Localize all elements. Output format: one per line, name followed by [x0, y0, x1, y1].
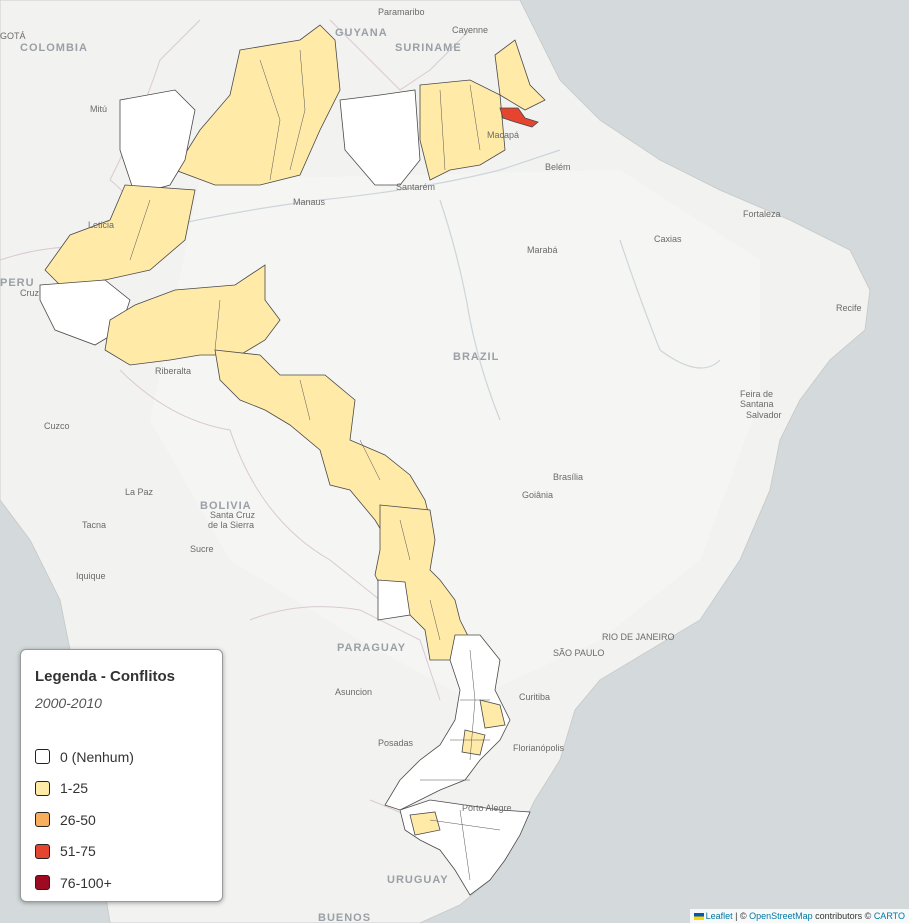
label-cuzco: Cuzco — [44, 421, 70, 431]
label-ribeiralta: Riberalta — [155, 366, 191, 376]
carto-link[interactable]: CARTO — [873, 911, 905, 921]
legend-label: 51-75 — [60, 843, 96, 860]
ukraine-flag-icon — [693, 913, 704, 921]
region-south-yellow-2[interactable] — [461, 729, 486, 756]
legend-item-3: 51-75 — [35, 836, 208, 868]
label-caxias: Caxias — [654, 234, 682, 244]
label-rio: RIO DE JANEIRO — [602, 632, 675, 642]
label-paramaribo: Paramaribo — [378, 7, 425, 17]
label-colombia: COLOMBIA — [20, 42, 88, 54]
region-south-mosaic[interactable] — [384, 634, 511, 811]
label-manaus: Manaus — [293, 197, 326, 207]
legend-panel: Legenda - Conflitos 2000-2010 0 (Nenhum)… — [20, 649, 223, 902]
label-guyana: GUYANA — [335, 27, 388, 39]
legend-item-4: 76-100+ — [35, 867, 208, 899]
map-attribution: Leaflet | © OpenStreetMap contributors ©… — [689, 909, 909, 923]
municipal-borders — [129, 49, 501, 881]
label-lapaz: La Paz — [125, 487, 154, 497]
land-interior — [150, 170, 760, 700]
label-iquique: Iquique — [76, 571, 106, 581]
label-posadas: Posadas — [378, 738, 414, 748]
city-labels: Paramaribo Cayenne GOTÁ Mitú Macapá Belé… — [0, 7, 862, 813]
label-cayenne: Cayenne — [452, 25, 488, 35]
label-macapa: Macapá — [487, 130, 519, 140]
region-rs-yellow[interactable] — [409, 811, 441, 836]
legend-swatch — [35, 843, 50, 859]
legend-label: 0 (Nenhum) — [60, 748, 134, 765]
attribution-contrib: contributors © — [812, 911, 874, 921]
region-north-white[interactable] — [119, 89, 196, 196]
region-north-2[interactable] — [419, 79, 506, 181]
region-north-1[interactable] — [174, 24, 341, 186]
region-red[interactable] — [499, 107, 539, 128]
label-tacna: Tacna — [82, 520, 106, 530]
conflict-regions — [39, 24, 546, 896]
label-goiania: Goiânia — [522, 490, 553, 500]
label-uruguay: URUGUAY — [387, 874, 449, 886]
label-asuncion: Asuncion — [335, 687, 372, 697]
legend-item-2: 26-50 — [35, 804, 208, 836]
label-suriname: SURINAME — [395, 42, 462, 54]
label-recife: Recife — [836, 303, 862, 313]
legend-title: Legenda - Conflitos — [35, 668, 175, 685]
leaflet-link[interactable]: Leaflet — [705, 911, 733, 921]
label-maraba: Marabá — [527, 245, 558, 255]
legend-swatch — [35, 875, 50, 891]
label-feira1: Feira de — [740, 389, 773, 399]
legend-item-1: 1-25 — [35, 773, 208, 805]
label-curitiba: Curitiba — [519, 692, 550, 702]
label-santacruz2: de la Sierra — [208, 520, 254, 530]
label-peru: PERU — [0, 277, 35, 289]
label-paraguay: PARAGUAY — [337, 642, 406, 654]
legend-item-0: 0 (Nenhum) — [35, 741, 208, 773]
legend-label: 76-100+ — [60, 874, 112, 891]
label-buenos: BUENOS — [318, 912, 371, 923]
region-north-white-2[interactable] — [339, 89, 421, 186]
osm-link[interactable]: OpenStreetMap — [749, 911, 813, 921]
label-cruzeiro: Cruz — [20, 288, 40, 298]
region-north-3[interactable] — [494, 39, 546, 111]
legend-swatch — [35, 780, 50, 796]
label-salvador: Salvador — [746, 410, 782, 420]
rivers — [149, 149, 721, 421]
label-leticia: Leticia — [88, 220, 114, 230]
label-sucre: Sucre — [190, 544, 214, 554]
label-santarem: Santarém — [396, 182, 435, 192]
label-brazil: BRAZIL — [453, 351, 499, 363]
label-brasilia: Brasília — [553, 472, 583, 482]
label-bolivia: BOLIVIA — [200, 500, 252, 512]
label-saopaulo: SÃO PAULO — [553, 648, 604, 658]
label-santacruz1: Santa Cruz — [210, 510, 256, 520]
label-mitu: Mitú — [90, 104, 107, 114]
region-south-yellow-1[interactable] — [479, 699, 506, 729]
country-labels: GUYANA SURINAME COLOMBIA PERU BRAZIL BOL… — [0, 27, 499, 923]
label-feira2: Santana — [740, 399, 774, 409]
legend-label: 26-50 — [60, 811, 96, 828]
label-florianopolis: Florianópolis — [513, 743, 565, 753]
legend-swatch — [35, 812, 50, 828]
legend-period: 2000-2010 — [35, 695, 102, 711]
legend-swatch — [35, 749, 50, 765]
label-fortaleza: Fortaleza — [743, 209, 781, 219]
region-central-white[interactable] — [377, 579, 411, 621]
legend-label: 1-25 — [60, 780, 89, 797]
label-bogota: GOTÁ — [0, 31, 26, 41]
label-belem: Belém — [545, 162, 571, 172]
label-portoalegre: Porto Alegre — [462, 803, 512, 813]
attribution-sep: | © — [732, 911, 750, 921]
